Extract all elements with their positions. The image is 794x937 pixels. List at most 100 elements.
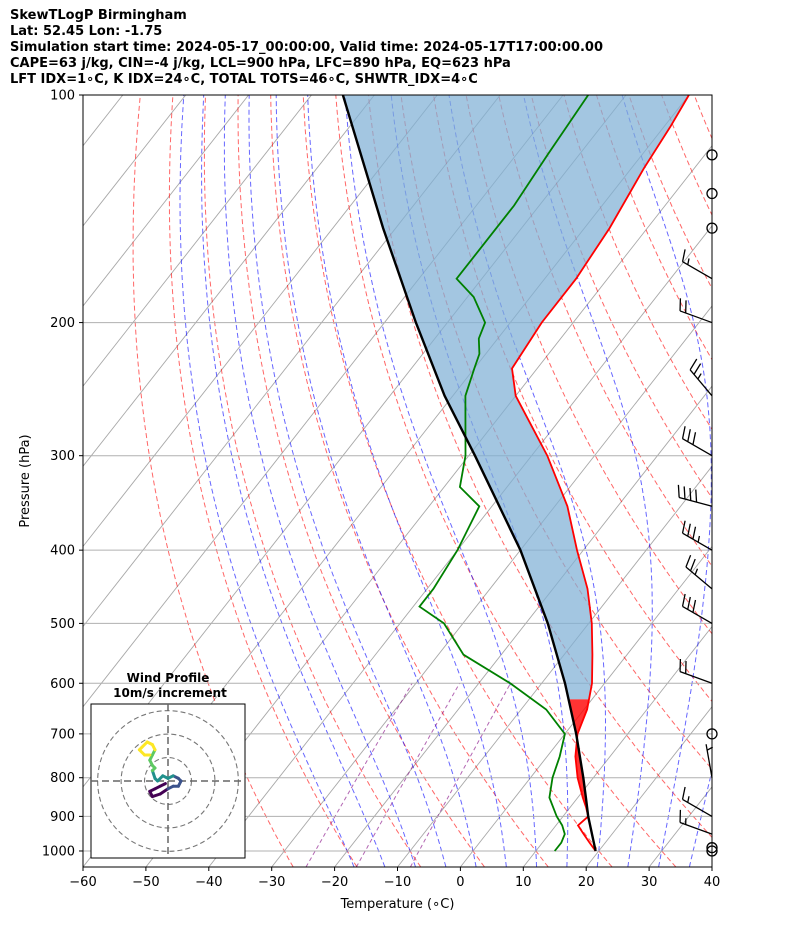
wind-barb <box>689 358 713 397</box>
isotherm-line <box>83 95 375 468</box>
isotherm-line <box>83 95 312 387</box>
moist-adiabat-line <box>752 95 794 867</box>
wind-barb <box>706 222 718 234</box>
moist-adiabat-line <box>523 95 653 867</box>
moist-adiabat-line <box>688 768 712 867</box>
dry-adiabat-line <box>237 95 485 867</box>
y-tick-label: 800 <box>50 771 75 786</box>
moist-adiabat-line <box>344 95 538 867</box>
x-tick-label: −10 <box>384 875 411 890</box>
moist-adiabat-line <box>720 95 794 867</box>
dry-adiabat-line <box>203 95 422 867</box>
wind-barb <box>706 728 718 740</box>
y-tick-label: 500 <box>50 617 75 632</box>
y-tick-label: 400 <box>50 544 75 559</box>
wind-barb <box>706 187 718 200</box>
wind-barbs <box>677 149 718 857</box>
isotherm-line <box>334 385 712 867</box>
moist-adiabat-line <box>201 95 386 867</box>
y-tick-label: 1000 <box>42 844 75 859</box>
chart-title-block: SkewTLogP Birmingham Lat: 52.45 Lon: -1.… <box>10 8 603 88</box>
wind-barb <box>705 744 714 778</box>
y-tick-label: 600 <box>50 677 75 692</box>
dry-adiabat-line <box>433 95 712 703</box>
mixing-ratio-line <box>409 683 511 867</box>
y-tick-label: 300 <box>50 449 75 464</box>
dry-adiabat-line <box>132 95 294 867</box>
isotherm-line <box>460 545 712 867</box>
indices-line-2: LFT IDX=1∘C, K IDX=24∘C, TOTAL TOTS=46∘C… <box>10 72 478 87</box>
isotherm-line <box>648 786 712 867</box>
x-tick-label: 0 <box>456 875 464 890</box>
parcel-profile-line <box>341 95 597 852</box>
dry-adiabat-line <box>302 95 613 867</box>
isotherm-line <box>83 95 438 548</box>
x-tick-label: −20 <box>321 875 348 890</box>
y-tick-label: 900 <box>50 810 75 825</box>
dry-adiabat-line <box>465 95 712 635</box>
x-tick-label: 20 <box>578 875 595 890</box>
wind-barb <box>681 520 713 551</box>
x-axis-label: Temperature (∘C) <box>340 897 455 912</box>
hodograph-segment <box>158 787 170 796</box>
wind-barb <box>681 249 713 280</box>
dry-adiabat-line <box>596 95 712 361</box>
wind-barb <box>706 149 718 161</box>
isotherm-line <box>522 625 712 867</box>
y-tick-label: 200 <box>50 316 75 331</box>
profiles <box>341 95 690 852</box>
wind-barb <box>706 842 718 854</box>
moist-adiabat-line <box>223 95 416 867</box>
wind-barb <box>681 426 713 457</box>
time-line: Simulation start time: 2024-05-17_00:00:… <box>10 40 603 55</box>
wind-barb <box>679 809 713 835</box>
dry-adiabat-line <box>759 95 794 867</box>
hodograph-subtitle: 10m/s increment <box>113 686 227 700</box>
x-tick-label: −60 <box>69 875 96 890</box>
x-tick-label: 10 <box>515 875 532 890</box>
y-axis-label: Pressure (hPa) <box>18 434 33 527</box>
indices-line-1: CAPE=63 j/kg, CIN=-4 j/kg, LCL=900 hPa, … <box>10 56 511 71</box>
hodograph-title: Wind Profile <box>127 671 210 685</box>
moist-adiabat-line <box>179 95 355 867</box>
x-tick-label: 30 <box>641 875 658 890</box>
dry-adiabat-line <box>335 95 677 867</box>
wind-barb <box>679 658 713 684</box>
isotherm-line <box>585 705 712 867</box>
x-tick-label: −30 <box>258 875 285 890</box>
dry-adiabat-line <box>693 95 712 140</box>
wind-barb <box>681 786 713 817</box>
mixing-ratio-line <box>305 683 413 867</box>
x-tick-label: −40 <box>195 875 222 890</box>
x-tick-label: −50 <box>132 875 159 890</box>
moist-adiabat-line <box>307 95 507 867</box>
x-tick-label: 40 <box>704 875 721 890</box>
dry-adiabat-line <box>270 95 549 867</box>
isotherm-line <box>711 866 712 867</box>
wind-barb <box>681 593 713 624</box>
axes: −60 −50 −40 −30 −20 −10 0 10 20 30 40 1000 900 800 700… <box>42 89 720 891</box>
location-line: Lat: 52.45 Lon: -1.75 <box>10 24 163 39</box>
dry-adiabat-line <box>367 95 712 839</box>
isotherm-line <box>83 95 249 307</box>
y-tick-label: 700 <box>50 727 75 742</box>
wind-barb <box>706 845 718 857</box>
wind-barb <box>679 298 713 324</box>
isotherm-line <box>83 95 187 227</box>
dry-adiabat-line <box>727 95 794 867</box>
dewpoint-profile-line <box>418 95 589 852</box>
dry-adiabat-line <box>498 95 712 567</box>
y-tick-label: 100 <box>50 89 75 104</box>
wind-barb <box>677 484 713 507</box>
hodograph: Wind Profile 10m/s increment <box>90 671 246 859</box>
wind-barb <box>685 554 713 590</box>
chart-title: SkewTLogP Birmingham <box>10 8 187 23</box>
mixing-ratio-line <box>355 683 461 867</box>
moist-adiabat-line <box>621 95 712 867</box>
isotherm-line <box>271 305 712 867</box>
moist-adiabat-line <box>275 95 477 867</box>
dry-adiabat-line <box>661 95 712 217</box>
moist-adiabat-line <box>248 95 447 867</box>
isotherm-line <box>145 144 712 867</box>
